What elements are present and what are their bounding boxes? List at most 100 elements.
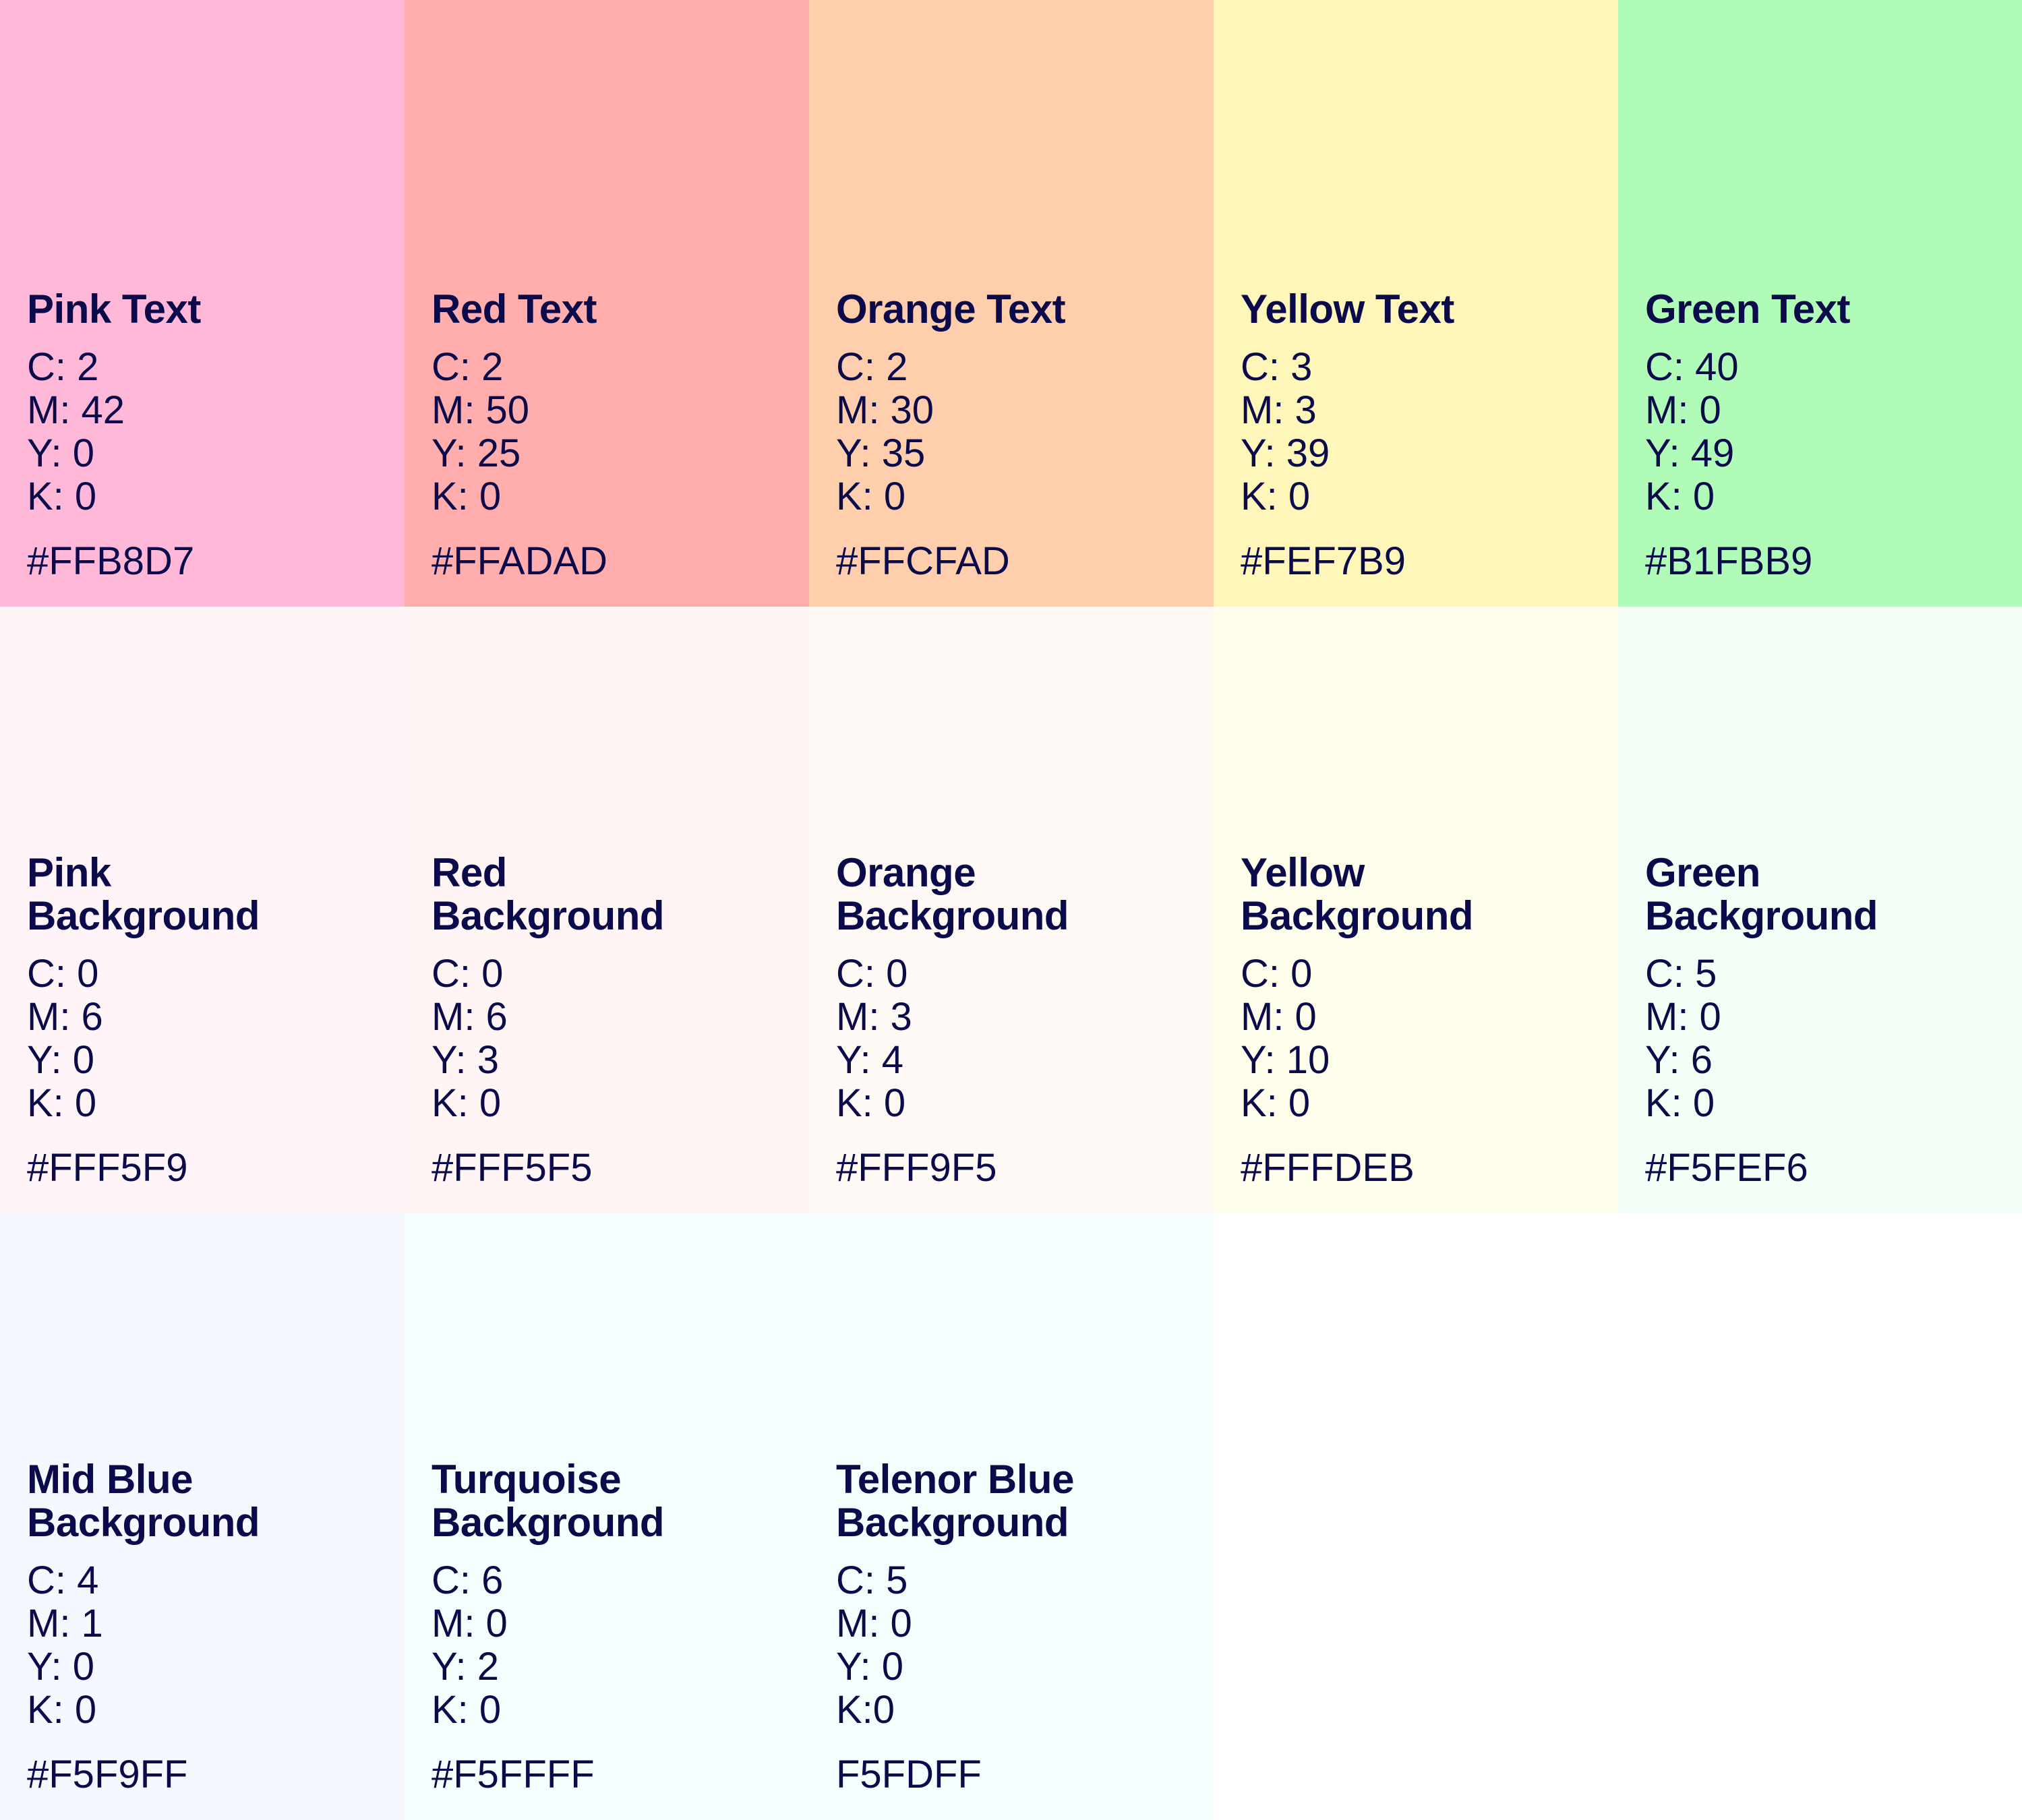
swatch-name-line2: Background bbox=[27, 1500, 260, 1545]
cmyk-m: M: 0 bbox=[432, 1602, 508, 1645]
cmyk-y: Y: 0 bbox=[27, 431, 94, 475]
cmyk-c: C: 2 bbox=[836, 345, 908, 389]
swatch-name-line1: Pink bbox=[27, 850, 111, 895]
cmyk-values: C: 5 M: 0 Y: 0 K:0 bbox=[836, 1559, 1200, 1732]
swatch-name-line1: Telenor Blue bbox=[836, 1457, 1074, 1502]
swatch-name: Green Background bbox=[1645, 851, 2009, 938]
cmyk-y: Y: 35 bbox=[836, 431, 926, 475]
swatch-name: Yellow Background bbox=[1241, 851, 1605, 938]
swatch-turquoise-background: Turquoise Background C: 6 M: 0 Y: 2 K: 0 #F5… bbox=[405, 1213, 809, 1820]
swatch-content: Pink Background C: 0 M: 6 Y: 0 K: 0 #FFF5F9 bbox=[27, 851, 391, 1190]
cmyk-c: C: 2 bbox=[432, 345, 504, 389]
swatch-content: Red Text C: 2 M: 50 Y: 25 K: 0 #FFADAD bbox=[432, 288, 796, 583]
hex-value: #FEF7B9 bbox=[1241, 539, 1406, 583]
hex-value: #FFF5F5 bbox=[432, 1146, 593, 1190]
swatch-name-line1: Pink Text bbox=[27, 286, 201, 332]
cmyk-values: C: 3 M: 3 Y: 39 K: 0 bbox=[1241, 346, 1605, 518]
cmyk-c: C: 0 bbox=[836, 952, 908, 996]
cmyk-k: K: 0 bbox=[836, 1081, 906, 1125]
hex-value: #F5F9FF bbox=[27, 1753, 188, 1796]
swatch-name-line2: Background bbox=[836, 1500, 1069, 1545]
swatch-name-line2: Background bbox=[1645, 893, 1878, 938]
swatch-name-line1: Orange Text bbox=[836, 286, 1066, 332]
cmyk-k: K: 0 bbox=[27, 1081, 97, 1125]
cmyk-y: Y: 0 bbox=[27, 1645, 94, 1689]
cmyk-values: C: 4 M: 1 Y: 0 K: 0 bbox=[27, 1559, 391, 1732]
cmyk-c: C: 2 bbox=[27, 345, 99, 389]
swatch-yellow-background: Yellow Background C: 0 M: 0 Y: 10 K: 0 #FFFD… bbox=[1214, 607, 1618, 1213]
cmyk-m: M: 0 bbox=[1241, 995, 1317, 1039]
swatch-yellow-text: Yellow Text C: 3 M: 3 Y: 39 K: 0 #FEF7B9 bbox=[1214, 0, 1618, 607]
hex-value: #FFF9F5 bbox=[836, 1146, 997, 1190]
swatch-name: Green Text bbox=[1645, 288, 2009, 331]
swatch-name-line2: Background bbox=[432, 1500, 665, 1545]
swatch-orange-background: Orange Background C: 0 M: 3 Y: 4 K: 0 #FFF9F… bbox=[809, 607, 1214, 1213]
swatch-content: Pink Text C: 2 M: 42 Y: 0 K: 0 #FFB8D7 bbox=[27, 288, 391, 583]
cmyk-y: Y: 4 bbox=[836, 1038, 903, 1082]
swatch-name: Turquoise Background bbox=[432, 1458, 796, 1544]
cmyk-c: C: 0 bbox=[27, 952, 99, 996]
cmyk-c: C: 5 bbox=[836, 1558, 908, 1602]
cmyk-y: Y: 49 bbox=[1645, 431, 1735, 475]
swatch-content: Yellow Background C: 0 M: 0 Y: 10 K: 0 #FFFD… bbox=[1241, 851, 1605, 1190]
cmyk-k: K: 0 bbox=[1645, 475, 1715, 518]
cmyk-values: C: 0 M: 3 Y: 4 K: 0 bbox=[836, 952, 1200, 1125]
cmyk-y: Y: 39 bbox=[1241, 431, 1330, 475]
cmyk-m: M: 3 bbox=[836, 995, 912, 1039]
swatch-name-line1: Red Text bbox=[432, 286, 597, 332]
cmyk-m: M: 6 bbox=[27, 995, 103, 1039]
cmyk-y: Y: 6 bbox=[1645, 1038, 1713, 1082]
cmyk-k: K: 0 bbox=[27, 1688, 97, 1732]
hex-value: #F5FFFF bbox=[432, 1753, 595, 1796]
cmyk-y: Y: 0 bbox=[836, 1645, 903, 1689]
swatch-pink-background: Pink Background C: 0 M: 6 Y: 0 K: 0 #FFF5F9 bbox=[0, 607, 405, 1213]
swatch-content: Mid Blue Background C: 4 M: 1 Y: 0 K: 0 #F5F… bbox=[27, 1458, 391, 1796]
cmyk-m: M: 0 bbox=[836, 1602, 912, 1645]
swatch-content: Telenor Blue Background C: 5 M: 0 Y: 0 K:0 F… bbox=[836, 1458, 1200, 1796]
cmyk-m: M: 3 bbox=[1241, 388, 1317, 432]
cmyk-k: K: 0 bbox=[836, 475, 906, 518]
swatch-pink-text: Pink Text C: 2 M: 42 Y: 0 K: 0 #FFB8D7 bbox=[0, 0, 405, 607]
cmyk-values: C: 0 M: 0 Y: 10 K: 0 bbox=[1241, 952, 1605, 1125]
swatch-name-line1: Yellow bbox=[1241, 850, 1365, 895]
cmyk-y: Y: 2 bbox=[432, 1645, 499, 1689]
swatch-name-line1: Orange bbox=[836, 850, 976, 895]
swatch-mid-blue-background: Mid Blue Background C: 4 M: 1 Y: 0 K: 0 #F5F… bbox=[0, 1213, 405, 1820]
cmyk-y: Y: 10 bbox=[1241, 1038, 1330, 1082]
swatch-green-text: Green Text C: 40 M: 0 Y: 49 K: 0 #B1FBB9 bbox=[1618, 0, 2022, 607]
cmyk-k: K: 0 bbox=[27, 475, 97, 518]
swatch-name: Red Text bbox=[432, 288, 796, 331]
swatch-name-line2: Background bbox=[432, 893, 665, 938]
cmyk-m: M: 30 bbox=[836, 388, 934, 432]
swatch-name: Orange Background bbox=[836, 851, 1200, 938]
swatch-name-line1: Turquoise bbox=[432, 1457, 622, 1502]
cmyk-values: C: 40 M: 0 Y: 49 K: 0 bbox=[1645, 346, 2009, 518]
cmyk-values: C: 6 M: 0 Y: 2 K: 0 bbox=[432, 1559, 796, 1732]
hex-value: #FFB8D7 bbox=[27, 539, 195, 583]
hex-value: #F5FEF6 bbox=[1645, 1146, 1808, 1190]
cmyk-k: K:0 bbox=[836, 1688, 895, 1732]
hex-value: #B1FBB9 bbox=[1645, 539, 1813, 583]
swatch-name: Pink Background bbox=[27, 851, 391, 938]
cmyk-c: C: 40 bbox=[1645, 345, 1739, 389]
cmyk-m: M: 50 bbox=[432, 388, 530, 432]
cmyk-m: M: 0 bbox=[1645, 995, 1721, 1039]
swatch-content: Orange Text C: 2 M: 30 Y: 35 K: 0 #FFCFAD bbox=[836, 288, 1200, 583]
cmyk-m: M: 6 bbox=[432, 995, 508, 1039]
swatch-content: Orange Background C: 0 M: 3 Y: 4 K: 0 #FFF9F… bbox=[836, 851, 1200, 1190]
cmyk-values: C: 0 M: 6 Y: 3 K: 0 bbox=[432, 952, 796, 1125]
cmyk-y: Y: 25 bbox=[432, 431, 521, 475]
swatch-telenor-blue-background: Telenor Blue Background C: 5 M: 0 Y: 0 K:0 F… bbox=[809, 1213, 1214, 1820]
cmyk-c: C: 3 bbox=[1241, 345, 1313, 389]
swatch-name: Pink Text bbox=[27, 288, 391, 331]
cmyk-k: K: 0 bbox=[432, 1688, 502, 1732]
swatch-name: Red Background bbox=[432, 851, 796, 938]
swatch-name-line2: Background bbox=[836, 893, 1069, 938]
hex-value: F5FDFF bbox=[836, 1753, 982, 1796]
hex-value: #FFCFAD bbox=[836, 539, 1010, 583]
cmyk-m: M: 0 bbox=[1645, 388, 1721, 432]
cmyk-k: K: 0 bbox=[432, 1081, 502, 1125]
cmyk-values: C: 2 M: 42 Y: 0 K: 0 bbox=[27, 346, 391, 518]
cmyk-m: M: 42 bbox=[27, 388, 125, 432]
